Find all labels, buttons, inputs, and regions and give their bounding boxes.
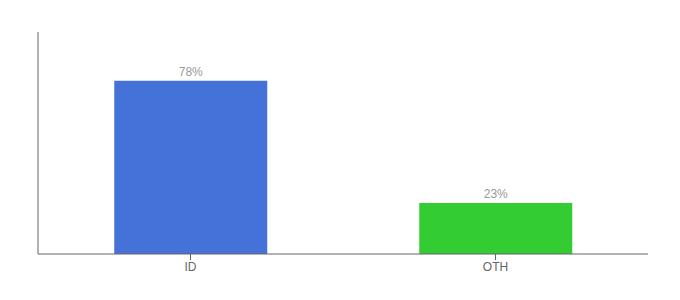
svg-text:ID: ID <box>185 260 197 274</box>
svg-text:78%: 78% <box>179 65 203 79</box>
svg-text:23%: 23% <box>484 187 508 201</box>
svg-text:OTH: OTH <box>483 260 508 274</box>
